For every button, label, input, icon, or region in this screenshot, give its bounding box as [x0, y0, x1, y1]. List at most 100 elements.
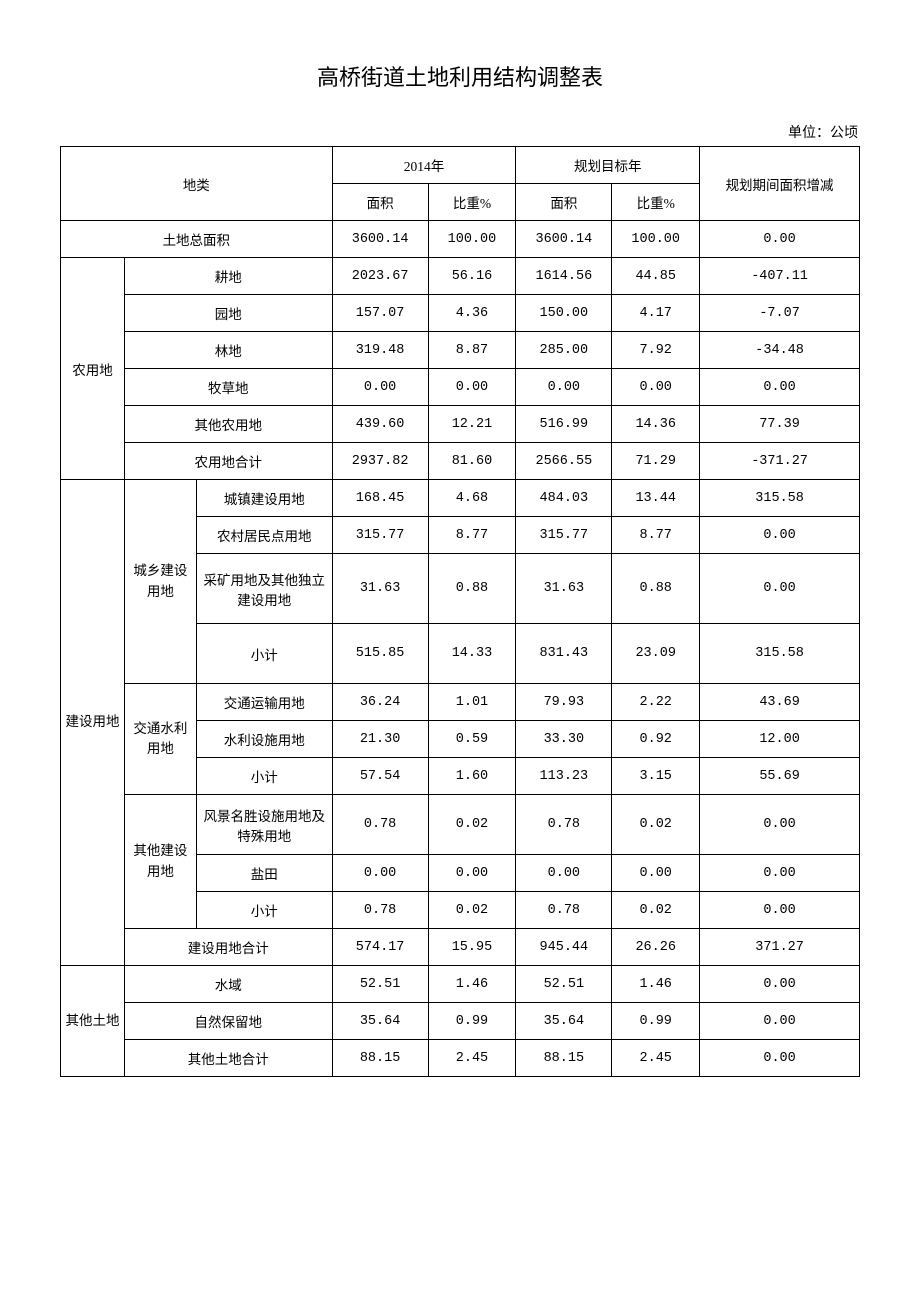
cell-ta: 35.64 [516, 1003, 612, 1040]
total-at: 3600.14 [516, 221, 612, 258]
cell-c: 55.69 [700, 758, 860, 795]
cell-p: 8.87 [428, 332, 516, 369]
cell-c: 315.58 [700, 624, 860, 684]
total-c: 0.00 [700, 221, 860, 258]
cell-label: 盐田 [196, 855, 332, 892]
cell-label: 建设用地合计 [124, 929, 332, 966]
cell-tp: 0.00 [612, 855, 700, 892]
cell-tp: 14.36 [612, 406, 700, 443]
cell-c: 77.39 [700, 406, 860, 443]
cell-ta: 31.63 [516, 554, 612, 624]
cell-p: 14.33 [428, 624, 516, 684]
cell-p: 0.99 [428, 1003, 516, 1040]
cell-c: 0.00 [700, 369, 860, 406]
cell-label: 耕地 [124, 258, 332, 295]
cell-label: 小计 [196, 892, 332, 929]
cell-a: 31.63 [332, 554, 428, 624]
cell-ta: 33.30 [516, 721, 612, 758]
cell-a: 0.00 [332, 855, 428, 892]
cell-ta: 113.23 [516, 758, 612, 795]
agri-label: 农用地 [61, 258, 125, 480]
cell-ta: 945.44 [516, 929, 612, 966]
cell-a: 515.85 [332, 624, 428, 684]
construction-label: 建设用地 [61, 480, 125, 966]
other-construction-label: 其他建设用地 [124, 795, 196, 929]
cell-label: 林地 [124, 332, 332, 369]
cell-p: 56.16 [428, 258, 516, 295]
agri-row-1: 园地 157.07 4.36 150.00 4.17 -7.07 [61, 295, 860, 332]
cell-p: 1.60 [428, 758, 516, 795]
agri-subtotal: 农用地合计 2937.82 81.60 2566.55 71.29 -371.2… [61, 443, 860, 480]
cell-a: 57.54 [332, 758, 428, 795]
total-p14: 100.00 [428, 221, 516, 258]
total-label: 土地总面积 [61, 221, 333, 258]
cell-tp: 0.02 [612, 795, 700, 855]
header-row-1: 地类 2014年 规划目标年 规划期间面积增减 [61, 147, 860, 184]
agri-row-2: 林地 319.48 8.87 285.00 7.92 -34.48 [61, 332, 860, 369]
cell-ta: 831.43 [516, 624, 612, 684]
cell-label: 水利设施用地 [196, 721, 332, 758]
cell-tp: 23.09 [612, 624, 700, 684]
cell-ta: 484.03 [516, 480, 612, 517]
cell-p: 8.77 [428, 517, 516, 554]
cell-tp: 44.85 [612, 258, 700, 295]
cell-p: 0.02 [428, 892, 516, 929]
cell-ta: 315.77 [516, 517, 612, 554]
header-area-target: 面积 [516, 184, 612, 221]
cell-ta: 1614.56 [516, 258, 612, 295]
cell-ta: 0.00 [516, 369, 612, 406]
cell-a: 21.30 [332, 721, 428, 758]
cell-label: 自然保留地 [124, 1003, 332, 1040]
cell-a: 439.60 [332, 406, 428, 443]
cell-a: 88.15 [332, 1040, 428, 1077]
cell-ta: 516.99 [516, 406, 612, 443]
cell-ta: 0.00 [516, 855, 612, 892]
header-change: 规划期间面积增减 [700, 147, 860, 221]
cell-ta: 2566.55 [516, 443, 612, 480]
cell-tp: 8.77 [612, 517, 700, 554]
cell-label: 风景名胜设施用地及特殊用地 [196, 795, 332, 855]
transport-water-label: 交通水利用地 [124, 684, 196, 795]
cell-label: 城镇建设用地 [196, 480, 332, 517]
agri-row-4: 其他农用地 439.60 12.21 516.99 14.36 77.39 [61, 406, 860, 443]
land-use-table: 地类 2014年 规划目标年 规划期间面积增减 面积 比重% 面积 比重% 土地… [60, 146, 860, 1077]
header-pct-2014: 比重% [428, 184, 516, 221]
table-title: 高桥街道土地利用结构调整表 [60, 60, 860, 92]
cell-c: -34.48 [700, 332, 860, 369]
cell-tp: 3.15 [612, 758, 700, 795]
other-subtotal: 其他土地合计 88.15 2.45 88.15 2.45 0.00 [61, 1040, 860, 1077]
cell-tp: 0.92 [612, 721, 700, 758]
cell-tp: 0.00 [612, 369, 700, 406]
cell-p: 0.00 [428, 369, 516, 406]
cell-tp: 0.99 [612, 1003, 700, 1040]
cell-a: 574.17 [332, 929, 428, 966]
cell-label: 农村居民点用地 [196, 517, 332, 554]
cell-label: 园地 [124, 295, 332, 332]
cell-label: 水域 [124, 966, 332, 1003]
cell-c: 12.00 [700, 721, 860, 758]
construction-tw-row-0: 交通水利用地 交通运输用地 36.24 1.01 79.93 2.22 43.6… [61, 684, 860, 721]
cell-tp: 7.92 [612, 332, 700, 369]
total-a14: 3600.14 [332, 221, 428, 258]
cell-a: 2023.67 [332, 258, 428, 295]
cell-tp: 26.26 [612, 929, 700, 966]
cell-c: 0.00 [700, 517, 860, 554]
cell-p: 81.60 [428, 443, 516, 480]
cell-ta: 285.00 [516, 332, 612, 369]
cell-a: 0.78 [332, 795, 428, 855]
cell-p: 1.46 [428, 966, 516, 1003]
cell-tp: 0.88 [612, 554, 700, 624]
cell-ta: 0.78 [516, 892, 612, 929]
cell-c: 0.00 [700, 1040, 860, 1077]
cell-a: 157.07 [332, 295, 428, 332]
header-target: 规划目标年 [516, 147, 700, 184]
cell-c: 0.00 [700, 966, 860, 1003]
agri-row-3: 牧草地 0.00 0.00 0.00 0.00 0.00 [61, 369, 860, 406]
cell-c: 43.69 [700, 684, 860, 721]
header-pct-target: 比重% [612, 184, 700, 221]
cell-tp: 1.46 [612, 966, 700, 1003]
cell-a: 2937.82 [332, 443, 428, 480]
other-land-label: 其他土地 [61, 966, 125, 1077]
cell-a: 36.24 [332, 684, 428, 721]
cell-ta: 0.78 [516, 795, 612, 855]
